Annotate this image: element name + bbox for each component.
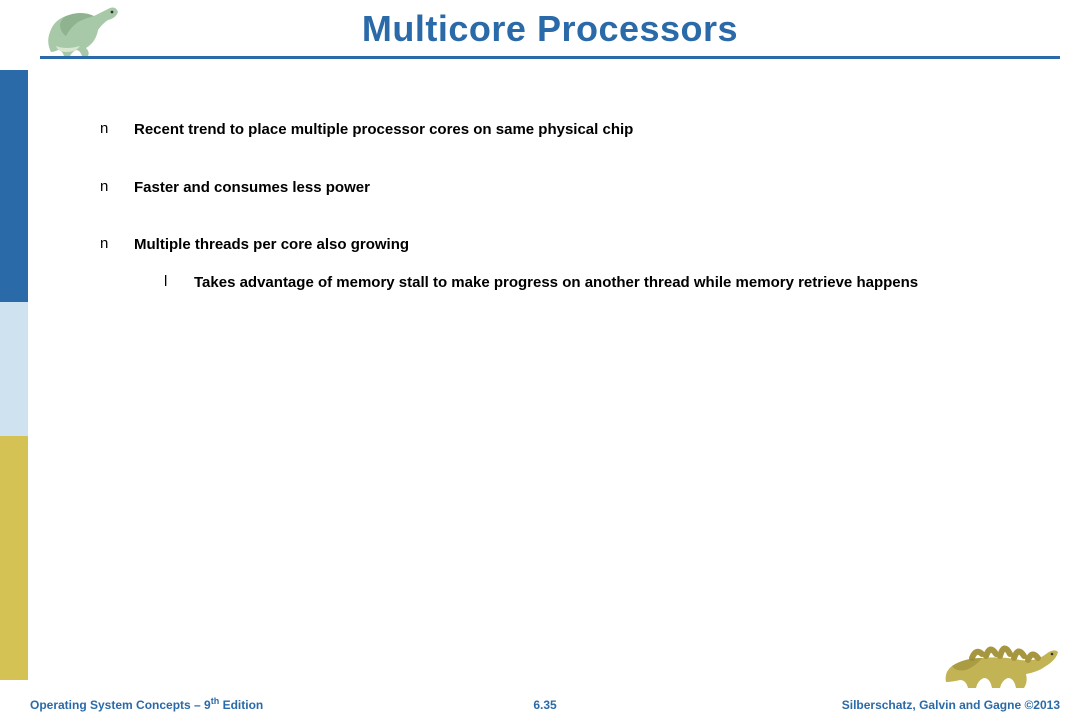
footer-page-number: 6.35 [533,698,556,712]
bullet-text: Recent trend to place multiple processor… [134,120,633,140]
bullet-marker: n [100,120,134,137]
footer-left-sup: th [211,696,220,706]
sub-bullet-list: l Takes advantage of memory stall to mak… [164,273,1040,293]
slide-content: n Recent trend to place multiple process… [100,120,1040,307]
sub-bullet-marker: l [164,273,194,290]
bullet-item: n Recent trend to place multiple process… [100,120,1040,140]
slide-title: Multicore Processors [40,8,1060,50]
bullet-text: Faster and consumes less power [134,178,370,198]
sub-bullet-text: Takes advantage of memory stall to make … [194,273,918,293]
bullet-marker: n [100,235,134,252]
footer-left-prefix: Operating System Concepts – 9 [30,698,211,712]
bullet-item: n Multiple threads per core also growing [100,235,1040,255]
sub-bullet-item: l Takes advantage of memory stall to mak… [164,273,1040,293]
bullet-marker: n [100,178,134,195]
footer-copyright: Silberschatz, Galvin and Gagne ©2013 [842,698,1060,712]
title-area: Multicore Processors [40,8,1060,59]
dinosaur-bottom-icon [942,624,1062,694]
footer-left-tail: Edition [219,698,263,712]
left-accent-stripe [0,70,28,680]
bullet-item: n Faster and consumes less power [100,178,1040,198]
footer-book-title: Operating System Concepts – 9th Edition [30,696,263,712]
bullet-text: Multiple threads per core also growing [134,235,409,255]
slide-footer: Operating System Concepts – 9th Edition … [30,696,1060,712]
title-underline [40,56,1060,59]
